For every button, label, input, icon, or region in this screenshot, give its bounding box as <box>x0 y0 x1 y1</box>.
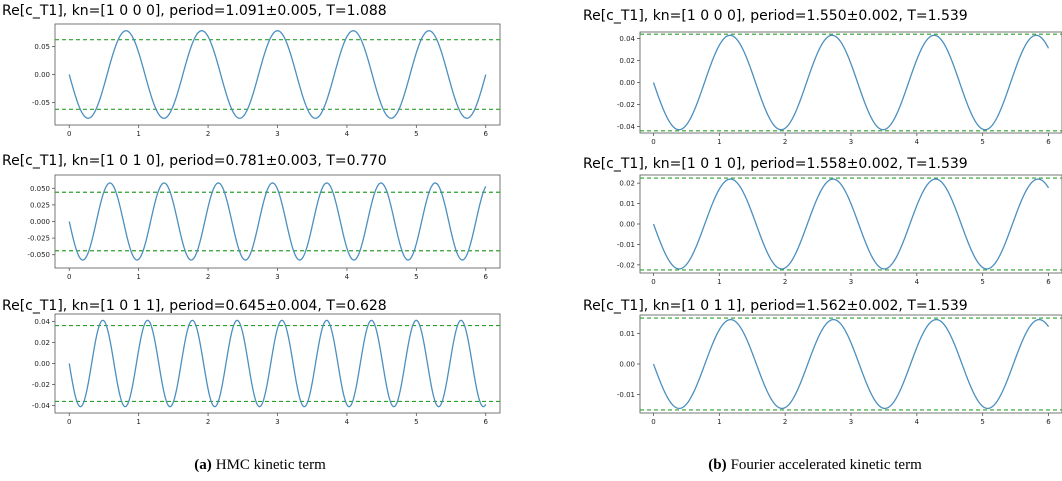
panel-4-ytick-label-0: 0.04 <box>619 35 635 43</box>
caption-a-label: (a) <box>194 457 212 473</box>
panel-6-xtick-label-0: 0 <box>651 418 655 426</box>
panel-3-ytick-label-1: 0.02 <box>34 339 50 347</box>
panel-2-xtick-label-6: 6 <box>484 273 489 281</box>
panel-4-frame <box>639 31 1062 134</box>
panel-6-xtick-label-4: 4 <box>915 418 920 426</box>
caption-a: (a) HMC kinetic term <box>194 457 326 473</box>
panel-5-ytick-label-2: 0.00 <box>619 221 635 229</box>
panel-3-title: Re[c_T1], kn=[1 0 1 1], period=0.645±0.0… <box>2 298 387 314</box>
panel-4-ytick-label-2: 0.00 <box>619 79 635 87</box>
panel-3-xtick-label-2: 2 <box>206 418 210 426</box>
panel-5-xtick-label-2: 2 <box>783 278 787 286</box>
panel-6-xtick-label-2: 2 <box>783 418 787 426</box>
panel-5-xtick-label-0: 0 <box>651 278 655 286</box>
panel-1-series-line <box>68 30 487 119</box>
panel-1-title: Re[c_T1], kn=[1 0 0 0], period=1.091±0.0… <box>2 3 387 19</box>
panel-1-ytick-label-1: 0.00 <box>34 71 50 79</box>
panel-2-ytick-label-2: 0.000 <box>30 218 50 226</box>
caption-b-label: (b) <box>708 457 726 473</box>
panel-5-ytick-label-1: 0.01 <box>619 200 635 208</box>
panel-1-xtick-label-1: 1 <box>136 130 140 138</box>
panel-6-ytick-label-2: -0.01 <box>617 391 635 399</box>
caption-b-text: Fourier accelerated kinetic term <box>731 457 922 473</box>
panel-2-series-line <box>68 182 487 261</box>
panel-2-xtick-label-1: 1 <box>136 273 140 281</box>
panel-3-xtick-label-3: 3 <box>275 418 279 426</box>
panel-4-title: Re[c_T1], kn=[1 0 0 0], period=1.550±0.0… <box>583 8 968 24</box>
panel-4-xtick-label-5: 5 <box>980 138 984 146</box>
panel-4-xtick-label-3: 3 <box>849 138 853 146</box>
panel-2-xtick-label-0: 0 <box>67 273 71 281</box>
panel-3-xtick-label-0: 0 <box>67 418 71 426</box>
panel-2-title: Re[c_T1], kn=[1 0 1 0], period=0.781±0.0… <box>2 153 387 169</box>
panel-1-xtick-label-5: 5 <box>414 130 418 138</box>
panel-5-series-line <box>652 178 1050 270</box>
panel-2-xtick-label-4: 4 <box>345 273 350 281</box>
panel-6-ytick-label-1: 0.00 <box>619 361 635 369</box>
panel-5-title: Re[c_T1], kn=[1 0 1 0], period=1.558±0.0… <box>583 156 968 172</box>
panel-3-xtick-label-1: 1 <box>136 418 140 426</box>
panel-3-xtick-label-4: 4 <box>345 418 350 426</box>
panel-6-xtick-label-6: 6 <box>1046 418 1051 426</box>
panel-4-ytick-label-4: -0.04 <box>617 123 636 131</box>
panel-1-ytick-label-0: 0.05 <box>34 43 50 51</box>
caption-a-text: HMC kinetic term <box>216 457 326 473</box>
caption-b: (b) Fourier accelerated kinetic term <box>708 457 922 473</box>
panel-4-xtick-label-4: 4 <box>915 138 920 146</box>
panel-4-xtick-label-6: 6 <box>1046 138 1051 146</box>
panel-5-xtick-label-4: 4 <box>915 278 920 286</box>
panel-5-xtick-label-6: 6 <box>1046 278 1051 286</box>
panel-3-series-line <box>68 319 487 408</box>
panel-4-xtick-label-2: 2 <box>783 138 787 146</box>
panel-5-ytick-label-3: -0.01 <box>617 241 635 249</box>
panel-2-ytick-label-0: 0.050 <box>30 185 50 193</box>
panel-6-series-line <box>652 318 1050 410</box>
panel-1-xtick-label-2: 2 <box>206 130 210 138</box>
panel-4-ytick-label-1: 0.02 <box>619 57 635 65</box>
panel-4-series-line <box>652 34 1050 131</box>
panel-5-xtick-label-3: 3 <box>849 278 853 286</box>
panel-2-ytick-label-1: 0.025 <box>30 201 50 209</box>
panel-6-xtick-label-5: 5 <box>980 418 984 426</box>
panel-3-ytick-label-4: -0.04 <box>32 402 51 410</box>
panel-2-xtick-label-2: 2 <box>206 273 210 281</box>
panel-4-ytick-label-3: -0.02 <box>617 101 635 109</box>
panel-3-xtick-label-6: 6 <box>484 418 489 426</box>
panel-2-xtick-label-3: 3 <box>275 273 279 281</box>
panel-1-xtick-label-6: 6 <box>484 130 489 138</box>
panel-4-xtick-label-0: 0 <box>651 138 655 146</box>
panel-6-xtick-label-3: 3 <box>849 418 853 426</box>
panel-6-title: Re[c_T1], kn=[1 0 1 1], period=1.562±0.0… <box>583 298 968 314</box>
panel-5-ytick-label-0: 0.02 <box>619 180 635 188</box>
panel-5-xtick-label-1: 1 <box>717 278 721 286</box>
panel-2-ytick-label-3: -0.025 <box>27 235 50 243</box>
panel-1-xtick-label-0: 0 <box>67 130 71 138</box>
panel-4-xtick-label-1: 1 <box>717 138 721 146</box>
panel-3-ytick-label-0: 0.04 <box>34 318 50 326</box>
panel-3-ytick-label-2: 0.00 <box>34 360 50 368</box>
panel-1-ytick-label-2: -0.05 <box>32 99 50 107</box>
panel-6-xtick-label-1: 1 <box>717 418 721 426</box>
panel-3-ytick-label-3: -0.02 <box>32 381 50 389</box>
panel-3-xtick-label-5: 5 <box>414 418 418 426</box>
panel-5-xtick-label-5: 5 <box>980 278 984 286</box>
panel-2-xtick-label-5: 5 <box>414 273 418 281</box>
panel-2-ytick-label-4: -0.050 <box>27 251 50 259</box>
panel-6-ytick-label-0: 0.01 <box>619 330 635 338</box>
panel-1-xtick-label-3: 3 <box>275 130 279 138</box>
panel-5-ytick-label-4: -0.02 <box>617 261 635 269</box>
panel-1-xtick-label-4: 4 <box>345 130 350 138</box>
